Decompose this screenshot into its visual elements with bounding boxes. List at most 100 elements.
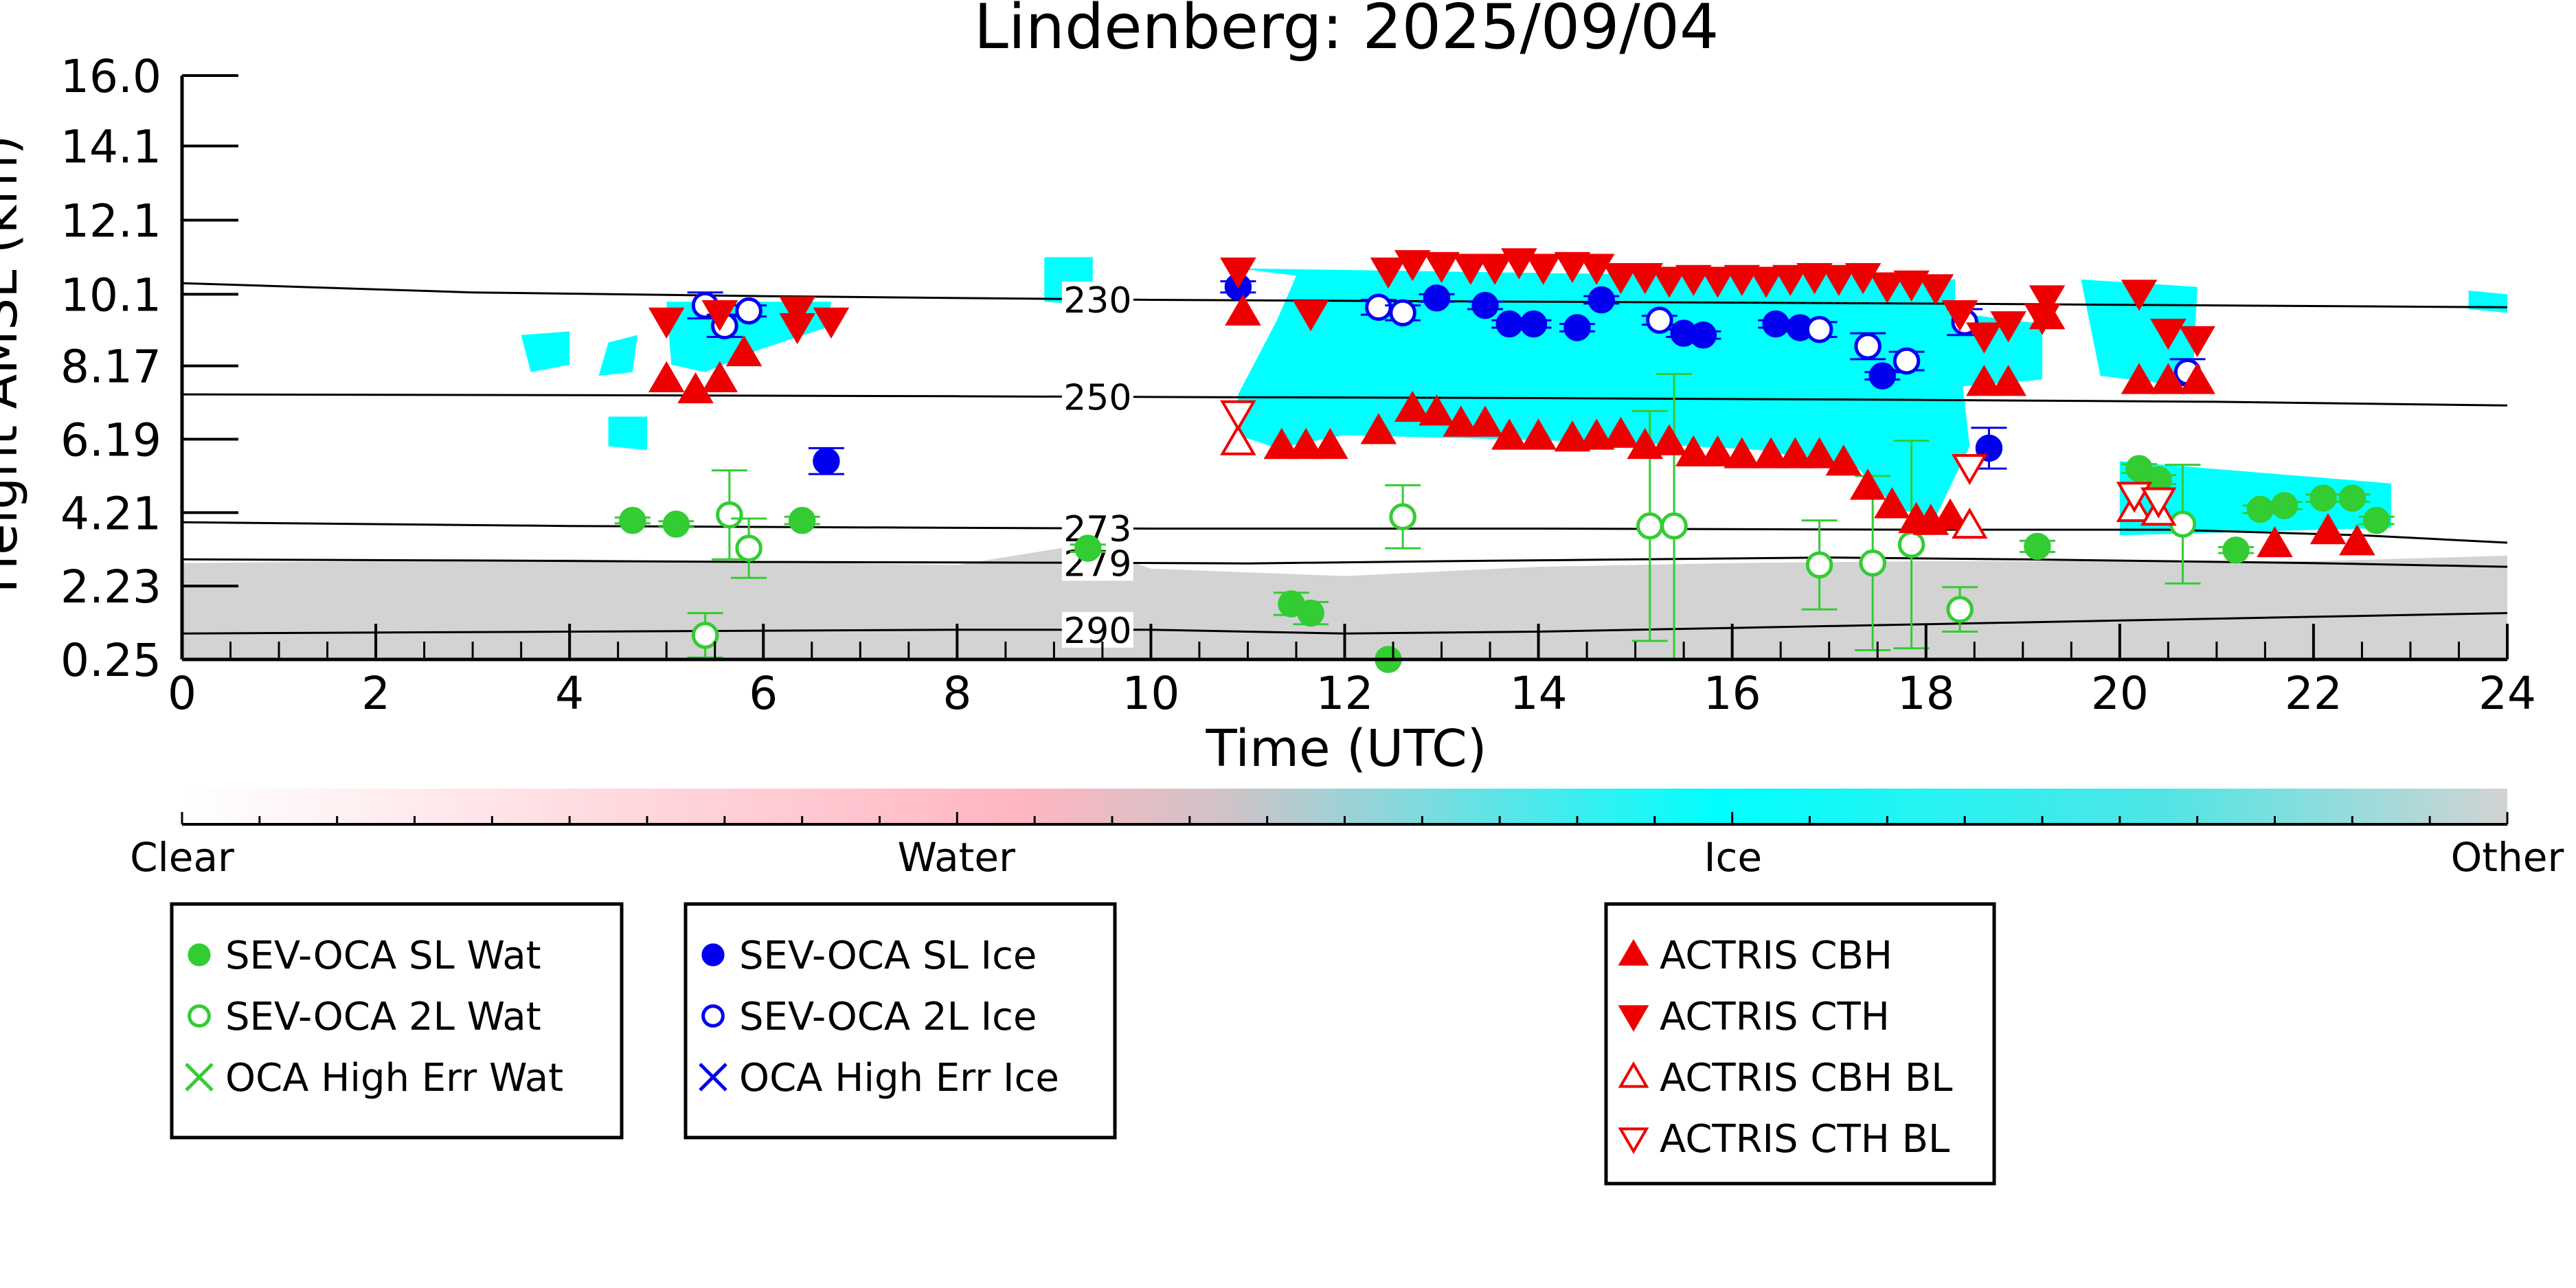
actris-cth-point-5-shape [1220,257,1256,289]
actris-cth-point-2 [779,296,815,328]
y-tick-label-8.17: 8.17 [60,341,161,394]
sev-oca-sl-ice-point-7-shape [1588,286,1615,314]
sev-oca-sl-wat-point-14 [2338,484,2366,512]
actris-cbh-point-9 [1394,390,1431,422]
actris-cbh-point-22-shape [1724,437,1761,468]
legends: SEV-OCA SL Wat SEV-OCA 2L Wat OCA High Err… [170,902,1996,1186]
sev-oca-2l-ice-point-4 [1389,299,1416,327]
actris-cbh-point-13-shape [1491,418,1528,450]
sev-oca-sl-wat-point-15 [2362,506,2391,534]
y-tick-label-2.23: 2.23 [60,561,161,613]
actris-cth-point-10-shape [1452,253,1489,285]
actris-cth-point-16-shape [1603,263,1639,295]
y-tick-label-16.0: 16.0 [60,50,161,103]
actris-cbh-point-17-shape [1603,416,1639,448]
sev-oca-sl-ice-point-5-shape [1519,310,1548,338]
legend-marker-actris-cth [1618,1005,1649,1032]
actris-cth-point-10 [1452,253,1489,285]
actris-cbh-point-33 [1990,365,2026,396]
sev-oca-sl-wat-point-5-shape [1297,599,1324,627]
legend-marker-sev-oca-sl-wat [188,943,211,967]
sev-oca-2l-wat-point-6-shape [1805,551,1833,579]
sev-oca-sl-wat-point-10-shape [2222,536,2250,564]
x-tick-label-4: 4 [555,667,584,720]
legend-marker-sev-oca-sl-ice-shape [701,943,725,967]
colorbar: Clear Water Ice Other [130,789,2564,881]
actris-cbh-point-24 [1777,437,1814,468]
legend-marker-actris-cbh-shape [1618,939,1649,966]
sev-oca-2l-wat-point-4 [1636,512,1664,540]
actris-cbh-point-39-shape [2309,513,2347,545]
actris-cth-bl-point-0 [1220,400,1256,431]
actris-cth-point-19-shape [1675,264,1712,296]
y-tick-label-4.21: 4.21 [60,487,161,540]
actris-cth-point-11 [1476,253,1513,285]
legend-label-sev-oca-2l-ice: SEV-OCA 2L Ice [739,995,1037,1039]
sev-oca-2l-wat-point-2 [735,534,762,562]
legend-marker-oca-high-err-wat-stroke-b [185,1063,214,1092]
sev-oca-sl-ice-point-3 [1471,291,1499,319]
actris-cbh-point-38 [2257,526,2293,558]
sev-oca-sl-ice-point-9 [1689,321,1717,349]
actris-cth-point-4-shape [779,313,815,345]
actris-cth-point-29-shape [1917,274,1954,306]
actris-cth-point-5 [1220,257,1256,289]
actris-cth-point-15 [1578,253,1615,285]
x-axis-label: Time (UTC) [1205,719,1487,778]
legend-marker-actris-cth-shape [1618,1005,1649,1032]
actris-cth-point-21 [1724,264,1761,296]
actris-cbh-point-17 [1603,416,1639,448]
legend-marker-sev-oca-sl-ice [701,943,725,967]
actris-cth-bl-point-0-shape [1220,400,1256,431]
sev-oca-sl-ice-point-3-shape [1471,291,1499,319]
sev-oca-2l-wat-point-7 [1859,549,1886,577]
actris-cth-point-17 [1627,263,1664,295]
actris-cth-point-14 [1554,251,1591,284]
colorbar-label-other: Other [2451,834,2564,881]
actris-cth-point-13 [1525,253,1561,285]
actris-cbh-point-19-shape [1651,424,1688,455]
actris-cbh-point-5-shape [1263,427,1300,460]
actris-cth-point-37 [2179,326,2215,357]
actris-cth-point-35-shape [2121,280,2158,311]
actris-cth-point-36 [2150,318,2187,350]
actris-cbh-point-10-shape [1419,394,1455,426]
actris-cbh-point-9-shape [1394,390,1431,422]
legend-frame-2 [683,902,1117,1140]
sev-oca-2l-wat-point-9-shape [1946,596,1974,623]
sev-oca-sl-ice-point-5 [1519,310,1548,338]
actris-cth-point-9-shape [1423,251,1460,284]
actris-cbh-point-2-shape [701,361,738,392]
actris-cth-point-20 [1699,267,1736,298]
actris-cbh-point-4 [1225,294,1261,326]
actris-cbh-point-15-shape [1554,420,1591,452]
actris-cbh-point-7-shape [1312,427,1348,460]
sev-oca-sl-wat-point-10 [2222,536,2250,564]
x-tick-label-12: 12 [1316,667,1374,720]
actris-cbh-point-12-shape [1467,405,1504,437]
sev-oca-sl-ice-point-12-shape [1868,362,1897,389]
sev-oca-2l-ice-point-7 [1854,332,1882,360]
sev-oca-sl-wat-point-0 [619,506,646,534]
sev-oca-sl-ice-point-2 [1423,284,1451,312]
legend-marker-actris-cbh-bl [1618,1061,1649,1088]
legend-label-actris-cbh-bl: ACTRIS CBH BL [1660,1056,1952,1100]
sev-oca-2l-ice-point-5-shape [1646,306,1673,334]
actris-cbh-point-3-shape [725,335,762,367]
actris-cth-point-27 [1869,272,1906,304]
actris-cth-point-31 [1966,322,2002,354]
legend-label-sev-oca-sl-wat: SEV-OCA SL Wat [225,934,541,978]
actris-cbh-bl-point-1-shape [1951,507,1988,539]
actris-cth-point-18-shape [1651,267,1688,298]
sev-oca-sl-wat-point-3-shape [1074,534,1102,562]
actris-cth-point-3-shape [813,307,850,339]
legend-label-actris-cth-bl: ACTRIS CTH BL [1660,1117,1950,1162]
sev-oca-sl-wat-point-13-shape [2309,484,2337,512]
isotherm-label-250: 250 [1063,378,1131,419]
actris-cth-point-22 [1748,267,1785,298]
actris-cth-point-26 [1844,263,1882,295]
sev-oca-sl-ice-point-2-shape [1423,284,1451,312]
legend-marker-sev-oca-2l-ice-shape [701,1004,725,1028]
actris-cth-point-8 [1394,250,1431,282]
